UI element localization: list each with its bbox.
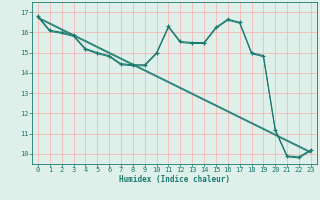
X-axis label: Humidex (Indice chaleur): Humidex (Indice chaleur) (119, 175, 230, 184)
